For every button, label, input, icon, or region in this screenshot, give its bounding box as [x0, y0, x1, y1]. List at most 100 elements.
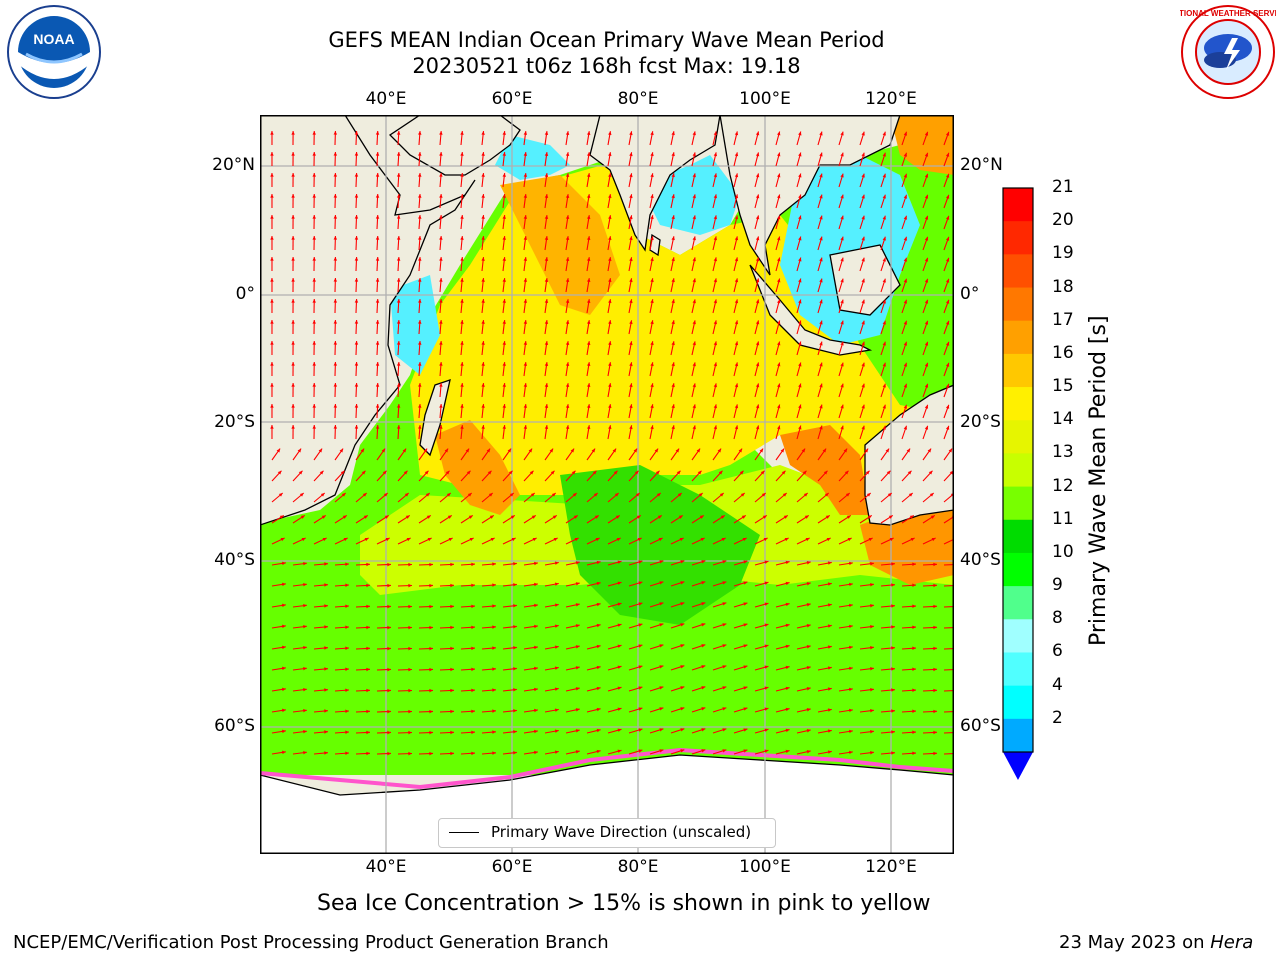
wave-arrow-head — [722, 581, 727, 585]
wave-arrow-head — [291, 152, 295, 156]
wave-arrow-head — [755, 194, 760, 199]
wave-arrow-head — [903, 362, 907, 367]
wave-arrow-head — [575, 645, 580, 649]
wave-arrow-head — [847, 537, 852, 542]
wave-arrow-head — [671, 362, 675, 367]
wave-arrow-head — [659, 644, 664, 648]
wave-arrow-head — [291, 278, 295, 282]
wave-arrow-head — [282, 561, 286, 566]
wave-arrow-head — [502, 131, 506, 135]
wave-arrow-head — [608, 278, 612, 283]
wave-arrow-head — [798, 404, 802, 409]
wave-arrow-head — [696, 448, 701, 453]
wave-arrow-head — [924, 152, 929, 157]
wave-arrow-head — [844, 470, 849, 475]
wave-arrow-head — [282, 645, 286, 650]
wave-arrow-head — [912, 583, 916, 588]
wave-arrow — [943, 585, 954, 587]
wave-arrow-head — [340, 470, 345, 475]
wave-arrow — [943, 648, 954, 650]
wave-arrow-head — [819, 299, 823, 304]
wave-arrow-head — [777, 404, 781, 409]
wave-arrow-head — [387, 688, 391, 693]
wave-arrow-head — [575, 624, 580, 628]
wave-arrow-head — [903, 383, 907, 388]
wave-arrow-head — [819, 341, 823, 346]
wave-arrow-head — [270, 404, 274, 408]
wave-arrow-head — [861, 236, 865, 241]
wave-arrow-head — [656, 492, 661, 497]
wave-arrow-head — [324, 604, 328, 608]
wave-arrow-head — [764, 560, 769, 564]
wave-arrow-head — [312, 173, 316, 177]
wave-arrow-head — [513, 751, 517, 755]
wave-arrow-head — [586, 215, 591, 220]
wave-arrow-head — [575, 708, 580, 712]
wave-arrow-head — [425, 492, 430, 497]
wave-arrow-head — [755, 215, 760, 220]
wave-period-map — [260, 115, 954, 854]
wave-arrow-head — [722, 749, 727, 753]
wave-arrow-head — [565, 320, 570, 324]
wave-arrow-head — [481, 194, 485, 198]
wave-arrow-head — [650, 236, 654, 241]
wave-arrow-head — [364, 537, 369, 542]
wave-arrow-head — [870, 604, 874, 608]
lat-tick-right: 60°S — [960, 716, 1001, 736]
wave-arrow-head — [713, 278, 718, 283]
wave-arrow-head — [511, 537, 516, 542]
wave-arrow-head — [312, 278, 316, 282]
wave-arrow-head — [324, 730, 328, 734]
wave-arrow-head — [783, 515, 788, 519]
lat-tick-left: 40°S — [214, 550, 255, 570]
wave-arrow-head — [553, 537, 558, 542]
wave-arrow-head — [650, 173, 654, 178]
wave-arrow-head — [575, 582, 580, 586]
wave-arrow-head — [489, 515, 494, 519]
wave-arrow-head — [423, 448, 428, 453]
wave-arrow-head — [700, 537, 705, 542]
wave-arrow-head — [492, 709, 496, 713]
wave-arrow-head — [634, 470, 639, 475]
wave-arrow-head — [312, 257, 316, 261]
wave-arrow-head — [492, 625, 496, 629]
wave-arrow-head — [650, 215, 654, 220]
wave-arrow-head — [544, 173, 549, 177]
wave-arrow-head — [638, 728, 643, 732]
footer-date: 23 May 2023 on Hera — [1059, 932, 1253, 953]
wave-arrow-head — [427, 537, 432, 542]
lat-tick-left: 20°S — [214, 412, 255, 432]
colorbar-label: 2 — [1052, 707, 1063, 728]
wave-arrow-head — [481, 257, 485, 261]
wave-arrow-head — [629, 425, 633, 430]
colorbar-swatch — [1003, 652, 1033, 687]
wave-arrow-head — [929, 492, 934, 497]
wave-arrow-head — [439, 194, 443, 198]
wave-arrow-head — [924, 299, 929, 304]
wave-arrow-head — [738, 448, 743, 453]
wave-arrow-head — [450, 646, 454, 651]
wave-arrow-head — [324, 562, 328, 566]
orange-ne — [890, 115, 954, 175]
wave-arrow-head — [608, 383, 612, 388]
wave-arrow-head — [912, 667, 916, 672]
wave-arrow-head — [798, 278, 802, 283]
wave-arrow-head — [439, 278, 443, 282]
wave-arrow-head — [471, 604, 475, 609]
wave-arrow-head — [861, 425, 865, 430]
wave-arrow-head — [678, 515, 683, 519]
wave-arrow-head — [806, 582, 811, 586]
wave-arrow-head — [439, 173, 443, 177]
wave-arrow-head — [617, 623, 622, 627]
colorbar-swatch — [1003, 552, 1033, 587]
wave-arrow-head — [743, 665, 748, 669]
wave-arrow-head — [849, 582, 853, 587]
wave-arrow-head — [406, 537, 411, 542]
wave-arrow-head — [575, 687, 580, 691]
wave-arrow-head — [713, 362, 718, 367]
wave-arrow-head — [396, 131, 401, 135]
wave-arrow-head — [798, 425, 802, 430]
wave-arrow-head — [798, 383, 802, 388]
wave-arrow-head — [418, 320, 422, 324]
wave-arrow-head — [764, 707, 769, 711]
